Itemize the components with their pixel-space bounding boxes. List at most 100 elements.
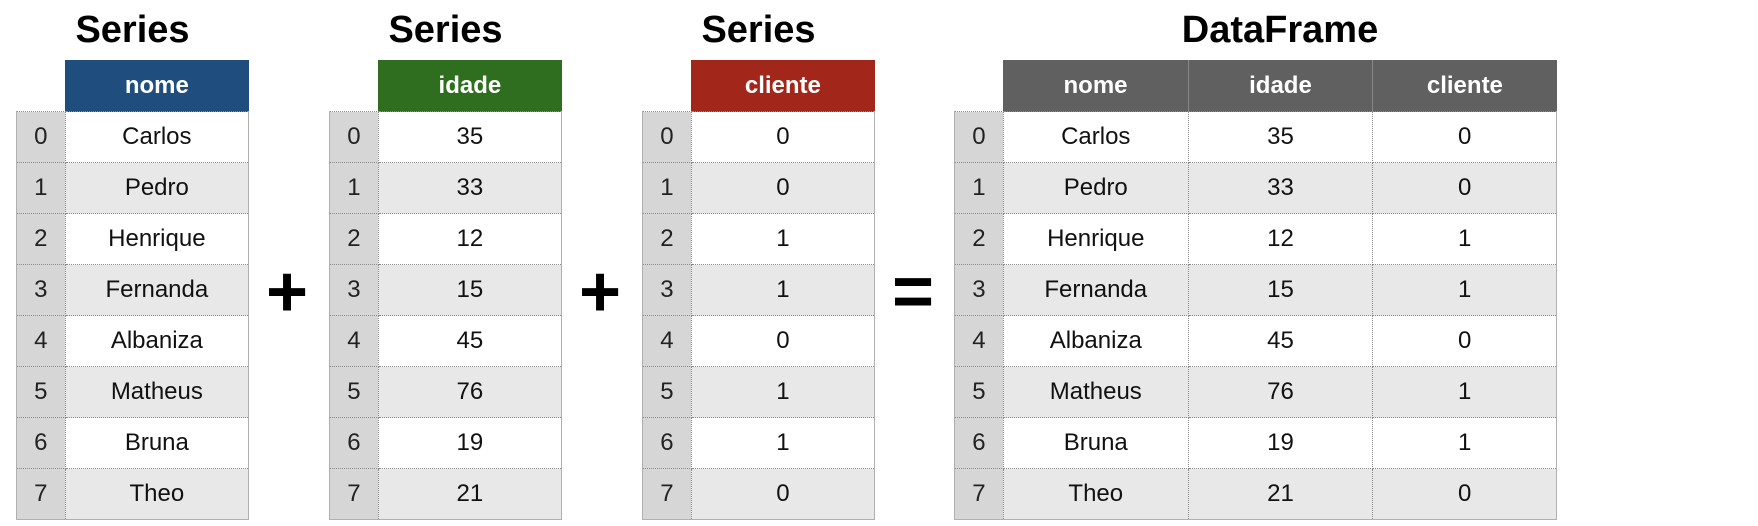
cell-value: 0 bbox=[690, 468, 876, 520]
table-row: 4 Albaniza 45 0 bbox=[954, 315, 1557, 367]
table-row: 3 Fernanda 15 1 bbox=[954, 264, 1557, 316]
row-index: 4 bbox=[16, 315, 66, 367]
row-index: 5 bbox=[954, 366, 1004, 418]
cell-value: 1 bbox=[690, 213, 876, 265]
row-index: 5 bbox=[329, 366, 379, 418]
cell-cliente: 1 bbox=[1372, 213, 1557, 265]
cell-idade: 12 bbox=[1187, 213, 1374, 265]
table-row: 6 Bruna bbox=[16, 417, 250, 469]
cell-value: Theo bbox=[64, 468, 250, 520]
table-row: 2 Henrique 12 1 bbox=[954, 213, 1557, 265]
dataframe-title: DataFrame bbox=[1181, 9, 1379, 51]
row-index: 5 bbox=[642, 366, 692, 418]
row-index: 0 bbox=[16, 111, 66, 163]
cell-value: 0 bbox=[690, 162, 876, 214]
row-index: 6 bbox=[642, 417, 692, 469]
series-nome-table: nome 0 Carlos 1 Pedro 2 Henrique 3 Fernanda 4 Alb… bbox=[16, 60, 250, 520]
cell-nome: Theo bbox=[1002, 468, 1189, 520]
cell-value: 76 bbox=[377, 366, 563, 418]
dataframe-body: 0 Carlos 35 0 1 Pedro 33 0 2 Henrique 12 1 3 Fernanda… bbox=[954, 111, 1557, 520]
row-index: 7 bbox=[642, 468, 692, 520]
row-index: 1 bbox=[329, 162, 379, 214]
column-header-cliente: cliente bbox=[691, 60, 875, 112]
table-row: 4 45 bbox=[329, 315, 563, 367]
row-index: 4 bbox=[954, 315, 1004, 367]
cell-nome: Fernanda bbox=[1002, 264, 1189, 316]
cell-cliente: 0 bbox=[1372, 162, 1557, 214]
row-index: 0 bbox=[954, 111, 1004, 163]
table-row: 7 Theo bbox=[16, 468, 250, 520]
cell-nome: Bruna bbox=[1002, 417, 1189, 469]
cell-value: 1 bbox=[690, 366, 876, 418]
table-row: 1 33 bbox=[329, 162, 563, 214]
cell-nome: Henrique bbox=[1002, 213, 1189, 265]
row-index: 2 bbox=[329, 213, 379, 265]
cell-value: Albaniza bbox=[64, 315, 250, 367]
cell-value: 1 bbox=[690, 417, 876, 469]
series-idade-body: 0 35 1 33 2 12 3 15 4 45 5 76 6 19 7 21 bbox=[329, 111, 563, 520]
row-index: 3 bbox=[954, 264, 1004, 316]
column-header-idade: idade bbox=[378, 60, 562, 112]
cell-nome: Pedro bbox=[1002, 162, 1189, 214]
row-index: 7 bbox=[954, 468, 1004, 520]
row-index: 7 bbox=[16, 468, 66, 520]
cell-value: 0 bbox=[690, 315, 876, 367]
cell-idade: 15 bbox=[1187, 264, 1374, 316]
table-row: 2 Henrique bbox=[16, 213, 250, 265]
corner-cell bbox=[17, 60, 66, 112]
table-row: 5 Matheus bbox=[16, 366, 250, 418]
table-row: 5 Matheus 76 1 bbox=[954, 366, 1557, 418]
table-row: 2 12 bbox=[329, 213, 563, 265]
series-idade-table: idade 0 35 1 33 2 12 3 15 4 45 5 76 6 19 7 21 bbox=[329, 60, 563, 520]
cell-value: 1 bbox=[690, 264, 876, 316]
table-row: 6 Bruna 19 1 bbox=[954, 417, 1557, 469]
cell-idade: 45 bbox=[1187, 315, 1374, 367]
plus-operator: + bbox=[578, 252, 622, 332]
row-index: 2 bbox=[16, 213, 66, 265]
table-row: 4 Albaniza bbox=[16, 315, 250, 367]
row-index: 0 bbox=[642, 111, 692, 163]
row-index: 7 bbox=[329, 468, 379, 520]
cell-cliente: 1 bbox=[1372, 417, 1557, 469]
row-index: 0 bbox=[329, 111, 379, 163]
row-index: 6 bbox=[954, 417, 1004, 469]
cell-cliente: 1 bbox=[1372, 366, 1557, 418]
equals-operator: = bbox=[891, 252, 935, 332]
row-index: 6 bbox=[329, 417, 379, 469]
cell-value: Henrique bbox=[64, 213, 250, 265]
table-row: 0 Carlos bbox=[16, 111, 250, 163]
cell-nome: Albaniza bbox=[1002, 315, 1189, 367]
series-cliente-title: Series bbox=[701, 9, 816, 51]
series-idade-title: Series bbox=[388, 9, 503, 51]
cell-cliente: 0 bbox=[1372, 315, 1557, 367]
table-row: 3 15 bbox=[329, 264, 563, 316]
row-index: 1 bbox=[16, 162, 66, 214]
series-nome-block: Series nome 0 Carlos 1 Pedro 2 Henrique 3 Ferna… bbox=[16, 0, 250, 526]
cell-value: Carlos bbox=[64, 111, 250, 163]
cell-cliente: 0 bbox=[1372, 468, 1557, 520]
table-row: 6 19 bbox=[329, 417, 563, 469]
column-header-idade: idade bbox=[1188, 60, 1374, 112]
cell-value: 35 bbox=[377, 111, 563, 163]
cell-cliente: 0 bbox=[1372, 111, 1557, 163]
row-index: 2 bbox=[954, 213, 1004, 265]
table-row: 7 21 bbox=[329, 468, 563, 520]
cell-value: 19 bbox=[377, 417, 563, 469]
row-index: 1 bbox=[954, 162, 1004, 214]
row-index: 4 bbox=[329, 315, 379, 367]
row-index: 3 bbox=[642, 264, 692, 316]
column-header-nome: nome bbox=[1003, 60, 1189, 112]
row-index: 2 bbox=[642, 213, 692, 265]
cell-nome: Matheus bbox=[1002, 366, 1189, 418]
table-row: 1 Pedro bbox=[16, 162, 250, 214]
cell-value: 21 bbox=[377, 468, 563, 520]
